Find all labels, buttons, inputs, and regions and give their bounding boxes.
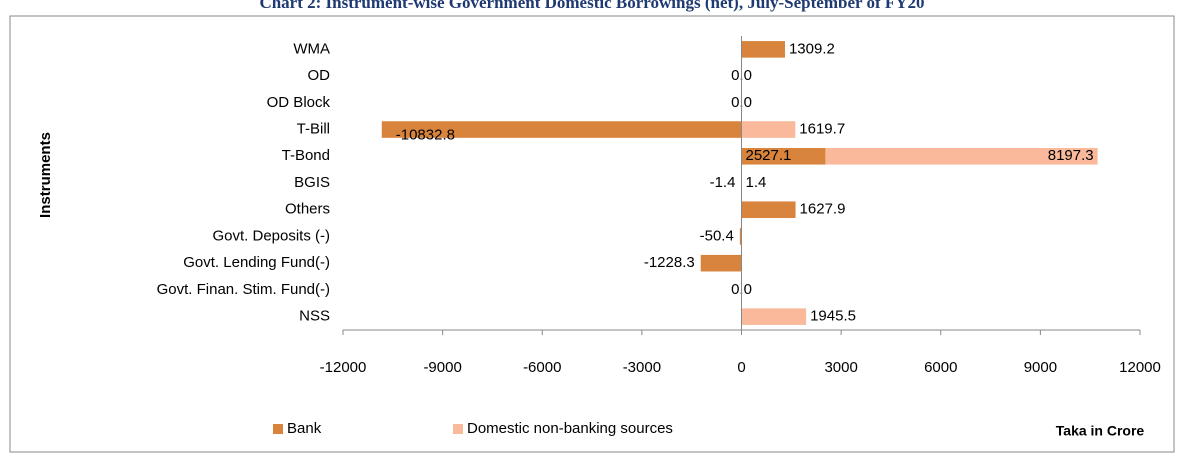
- y-tick-label: WMA: [293, 40, 330, 57]
- x-tick-label: -6000: [523, 359, 561, 376]
- chart-title: Chart 2: Instrument-wise Government Dome…: [259, 0, 924, 12]
- data-label: 2527.1: [746, 147, 792, 164]
- y-tick-label: NSS: [299, 308, 330, 325]
- bar: [741, 201, 796, 219]
- data-label: -1.4: [710, 174, 736, 191]
- legend-swatch: [453, 424, 463, 434]
- x-tick-label: 0: [737, 359, 745, 376]
- y-tick-label: Govt. Deposits (-): [212, 227, 330, 244]
- bar: [741, 121, 796, 138]
- y-tick-label: T-Bond: [282, 147, 330, 164]
- legend-label: Bank: [287, 420, 322, 437]
- bar: [825, 147, 1098, 165]
- bar: [741, 147, 826, 165]
- x-tick-label: -3000: [623, 359, 661, 376]
- data-label: 1945.5: [810, 308, 856, 325]
- y-tick-label: OD: [308, 67, 331, 84]
- x-tick-label: 9000: [1024, 359, 1057, 376]
- bar: [739, 228, 742, 245]
- data-label: 1.4: [746, 174, 767, 191]
- y-tick-label: OD Block: [267, 94, 331, 111]
- data-label: 8197.3: [1048, 147, 1094, 164]
- bar: [381, 121, 742, 138]
- legend-label: Domestic non-banking sources: [467, 420, 673, 437]
- y-tick-label: Govt. Lending Fund(-): [183, 254, 330, 271]
- y-axis-title: Instruments: [37, 132, 54, 218]
- legend-swatch: [273, 424, 283, 434]
- bar: [700, 254, 742, 272]
- x-axis-title: Taka in Crore: [1056, 423, 1145, 439]
- bar: [741, 308, 807, 325]
- x-tick-label: 12000: [1119, 359, 1161, 376]
- y-tick-label: T-Bill: [297, 121, 330, 138]
- data-label: 1627.9: [800, 201, 846, 218]
- y-tick-label: Govt. Finan. Stim. Fund(-): [157, 281, 330, 298]
- x-tick-label: -9000: [423, 359, 461, 376]
- data-label: -1228.3: [644, 254, 695, 271]
- data-label: 1309.2: [789, 40, 835, 57]
- bar: [741, 41, 785, 58]
- y-tick-label: Others: [285, 201, 330, 218]
- data-label: -50.4: [700, 227, 734, 244]
- chart-frame: [9, 15, 1175, 453]
- x-tick-label: -12000: [320, 359, 367, 376]
- y-tick-label: BGIS: [294, 174, 330, 191]
- data-label: 1619.7: [799, 121, 845, 138]
- data-label: -10832.8: [396, 127, 455, 144]
- x-tick-label: 6000: [924, 359, 957, 376]
- x-tick-label: 3000: [824, 359, 857, 376]
